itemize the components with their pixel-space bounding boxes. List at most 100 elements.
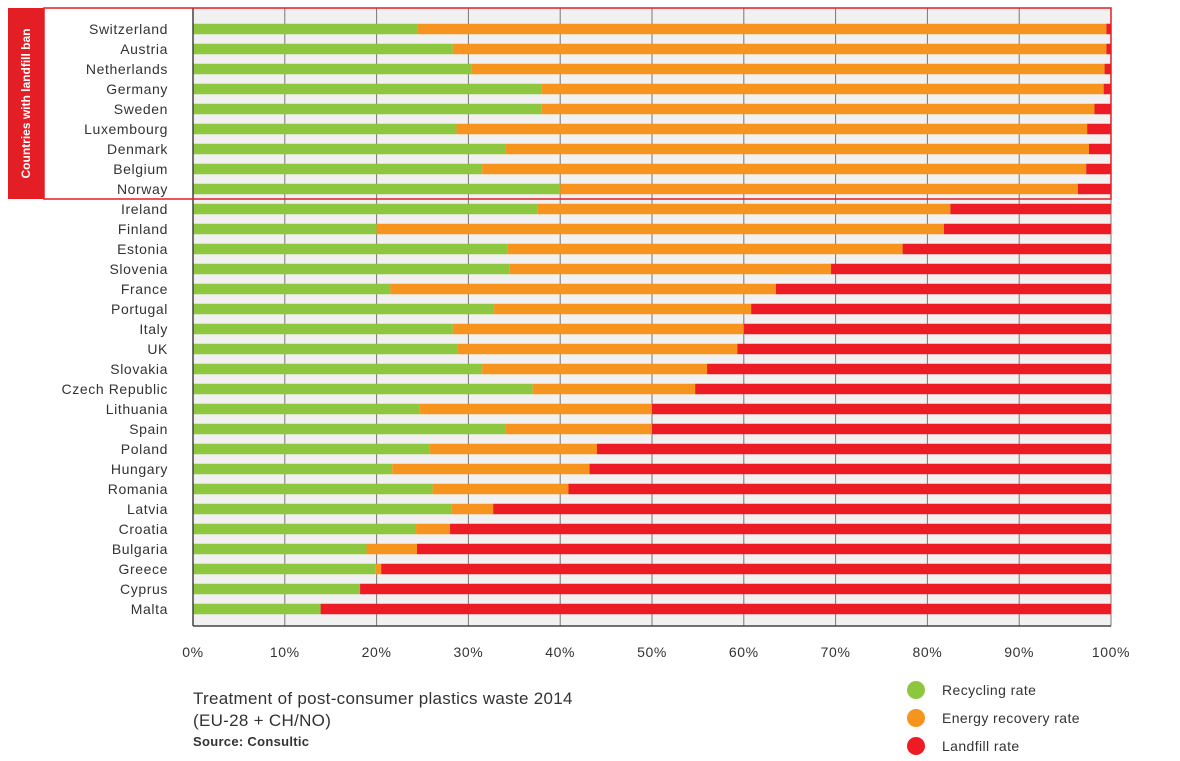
bar-spain-energy-recovery-rate — [505, 423, 652, 435]
bar-cyprus-recycling-rate — [193, 583, 361, 595]
bar-lithuania-landfill-rate — [652, 403, 1111, 415]
category-label-romania: Romania — [108, 481, 168, 497]
category-label-germany: Germany — [106, 81, 168, 97]
category-label-latvia: Latvia — [127, 501, 168, 517]
group-frame — [43, 7, 1112, 200]
bar-uk-recycling-rate — [193, 343, 458, 355]
category-label-belgium: Belgium — [113, 161, 168, 177]
bar-uk-landfill-rate — [737, 343, 1111, 355]
category-label-portugal: Portugal — [111, 301, 168, 317]
legend-swatch-recycling — [907, 681, 925, 699]
bar-romania-recycling-rate — [193, 483, 433, 495]
category-label-france: France — [121, 281, 168, 297]
bar-italy-recycling-rate — [193, 323, 453, 335]
category-label-bulgaria: Bulgaria — [112, 541, 168, 557]
legend-label-recycling: Recycling rate — [942, 682, 1037, 698]
bar-czech-republic-recycling-rate — [193, 383, 533, 395]
bar-poland-recycling-rate — [193, 443, 430, 455]
x-tick-label-4: 40% — [545, 644, 575, 660]
bar-finland-recycling-rate — [193, 223, 377, 235]
bar-netherlands-recycling-rate — [193, 63, 472, 75]
x-tick-label-2: 20% — [362, 644, 392, 660]
bar-portugal-recycling-rate — [193, 303, 495, 315]
bar-denmark-landfill-rate — [1088, 143, 1111, 155]
bar-italy-energy-recovery-rate — [452, 323, 744, 335]
bar-luxembourg-energy-recovery-rate — [456, 123, 1088, 135]
bar-bulgaria-recycling-rate — [193, 543, 367, 555]
chart-caption: Treatment of post-consumer plastics wast… — [193, 688, 573, 749]
category-label-hungary: Hungary — [111, 461, 168, 477]
bar-finland-energy-recovery-rate — [376, 223, 944, 235]
bar-austria-landfill-rate — [1106, 43, 1111, 55]
chart-title: Treatment of post-consumer plastics wast… — [193, 689, 573, 708]
bar-norway-landfill-rate — [1077, 183, 1111, 195]
bar-slovenia-landfill-rate — [831, 263, 1111, 275]
bar-latvia-recycling-rate — [193, 503, 452, 515]
bar-austria-energy-recovery-rate — [452, 43, 1107, 55]
legend-swatch-energy-recovery — [907, 709, 925, 727]
bar-france-recycling-rate — [193, 283, 391, 295]
category-label-italy: Italy — [139, 321, 168, 337]
bar-poland-landfill-rate — [596, 443, 1111, 455]
bar-cyprus-landfill-rate — [360, 583, 1111, 595]
bar-romania-landfill-rate — [568, 483, 1111, 495]
bar-sweden-recycling-rate — [193, 103, 542, 115]
category-label-croatia: Croatia — [119, 521, 168, 537]
x-tick-label-7: 70% — [821, 644, 851, 660]
category-label-slovakia: Slovakia — [110, 361, 168, 377]
chart-subtitle: (EU-28 + CH/NO) — [193, 711, 332, 730]
bar-spain-recycling-rate — [193, 423, 506, 435]
bar-slovakia-landfill-rate — [707, 363, 1111, 375]
bar-norway-recycling-rate — [193, 183, 561, 195]
bar-malta-landfill-rate — [320, 603, 1111, 615]
category-label-slovenia: Slovenia — [109, 261, 168, 277]
category-label-denmark: Denmark — [107, 141, 168, 157]
bar-italy-landfill-rate — [743, 323, 1111, 335]
category-label-finland: Finland — [118, 221, 168, 237]
legend-item-landfill: Landfill rate — [907, 732, 1080, 760]
bar-czech-republic-energy-recovery-rate — [532, 383, 696, 395]
bar-germany-landfill-rate — [1103, 83, 1111, 95]
x-tick-label-1: 10% — [270, 644, 300, 660]
bar-norway-energy-recovery-rate — [560, 183, 1078, 195]
bar-portugal-landfill-rate — [751, 303, 1111, 315]
bar-malta-recycling-rate — [193, 603, 321, 615]
category-label-malta: Malta — [131, 601, 168, 617]
bar-austria-recycling-rate — [193, 43, 453, 55]
x-tick-label-3: 30% — [453, 644, 483, 660]
category-label-greece: Greece — [118, 561, 168, 577]
bar-greece-energy-recovery-rate — [375, 563, 382, 575]
x-tick-label-9: 90% — [1004, 644, 1034, 660]
category-label-cyprus: Cyprus — [120, 581, 168, 597]
bar-germany-recycling-rate — [193, 83, 542, 95]
bar-belgium-landfill-rate — [1086, 163, 1111, 175]
group-band — [8, 8, 44, 199]
chart-legend: Recycling rate Energy recovery rate Land… — [907, 676, 1080, 760]
legend-label-energy-recovery: Energy recovery rate — [942, 710, 1080, 726]
bar-romania-energy-recovery-rate — [432, 483, 569, 495]
bar-czech-republic-landfill-rate — [695, 383, 1111, 395]
category-label-uk: UK — [147, 341, 168, 357]
category-label-ireland: Ireland — [121, 201, 168, 217]
bar-slovakia-recycling-rate — [193, 363, 483, 375]
bar-sweden-energy-recovery-rate — [541, 103, 1095, 115]
x-tick-label-0: 0% — [182, 644, 203, 660]
x-tick-label-6: 60% — [729, 644, 759, 660]
legend-item-energy-recovery: Energy recovery rate — [907, 704, 1080, 732]
bar-croatia-landfill-rate — [450, 523, 1111, 535]
bar-germany-energy-recovery-rate — [541, 83, 1104, 95]
bar-belgium-energy-recovery-rate — [482, 163, 1087, 175]
category-label-austria: Austria — [120, 41, 168, 57]
category-label-switzerland: Switzerland — [89, 21, 168, 37]
bar-lithuania-energy-recovery-rate — [419, 403, 652, 415]
chart-source: Source: Consultic — [193, 734, 310, 749]
group-label: Countries with landfill ban — [19, 29, 33, 179]
category-label-sweden: Sweden — [114, 101, 168, 117]
category-label-luxembourg: Luxembourg — [84, 121, 168, 137]
bar-france-energy-recovery-rate — [390, 283, 776, 295]
bar-hungary-recycling-rate — [193, 463, 393, 475]
category-label-spain: Spain — [129, 421, 168, 437]
bar-croatia-energy-recovery-rate — [416, 523, 451, 535]
category-label-lithuania: Lithuania — [106, 401, 168, 417]
